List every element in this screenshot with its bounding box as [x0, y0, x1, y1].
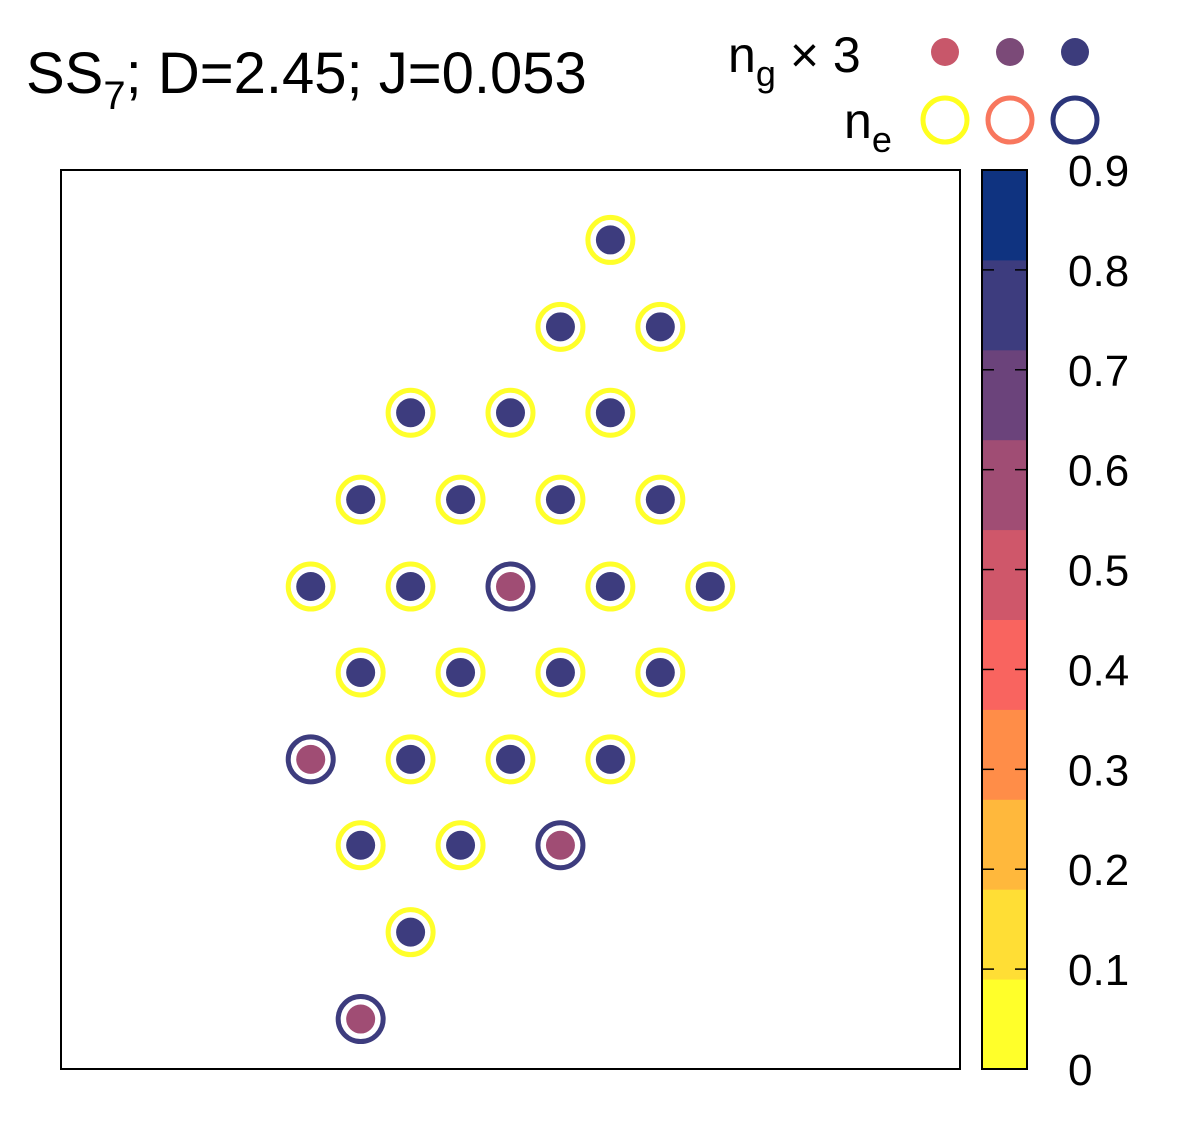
- colorbar-tick-label: 0.7: [1068, 347, 1129, 396]
- legend-ng-markers: [931, 38, 1089, 66]
- site-ng-dot: [545, 830, 575, 860]
- legend-ng-subscript: g: [756, 53, 776, 94]
- site-ng-dot: [695, 572, 725, 602]
- legend-ne-markers: [920, 95, 1100, 145]
- colorbar-tick-label: 0.4: [1068, 646, 1129, 695]
- legend-ne-subscript: e: [872, 119, 892, 160]
- legend: ng × 3 ne: [728, 27, 1100, 160]
- colorbar-tick-label: 0.3: [1068, 746, 1129, 795]
- site-ng-dot: [396, 917, 426, 947]
- colorbar-tick-label: 0.8: [1068, 247, 1129, 296]
- site-ng-dot: [296, 572, 326, 602]
- legend-ng-marker: [996, 38, 1024, 66]
- site-ng-dot: [545, 312, 575, 342]
- legend-ne-label: ne: [844, 93, 892, 160]
- title-prefix: SS: [26, 41, 103, 106]
- site-ng-dot: [645, 657, 675, 687]
- colorbar-segment: [982, 259, 1027, 351]
- legend-ng-marker: [1061, 38, 1089, 66]
- site-ng-dot: [545, 485, 575, 515]
- site-ng-dot: [545, 657, 575, 687]
- colorbar: 0 0.1 0.2 0.3 0.4 0.5 0.6 0.7 0.8 0.9: [981, 147, 1129, 1095]
- legend-ng-marker: [931, 38, 959, 66]
- site-ng-dot: [595, 398, 625, 428]
- legend-ne-ring: [920, 95, 970, 145]
- legend-ng-suffix: × 3: [790, 27, 861, 83]
- colorbar-tick-label: 0.1: [1068, 946, 1129, 995]
- site-ng-dot: [595, 572, 625, 602]
- title-rest: ; D=2.45; J=0.053: [126, 41, 587, 106]
- legend-ng-label: ng × 3: [728, 27, 861, 94]
- colorbar-tick-label: 0.2: [1068, 846, 1129, 895]
- legend-ng-symbol: n: [728, 27, 756, 83]
- colorbar-segment: [982, 709, 1027, 800]
- chart-title: SS7; D=2.45; J=0.053: [26, 41, 587, 118]
- site-ng-dot: [396, 572, 426, 602]
- site-ng-dot: [396, 744, 426, 774]
- site-ng-dot: [346, 657, 376, 687]
- colorbar-tick-label: 0.9: [1068, 147, 1129, 196]
- colorbar-tick-label: 0.5: [1068, 547, 1129, 596]
- site-ng-dot: [496, 572, 525, 602]
- colorbar-segment: [982, 799, 1027, 890]
- site-ng-dot: [496, 398, 525, 428]
- legend-ne-symbol: n: [844, 93, 872, 149]
- site-ng-dot: [346, 1004, 376, 1034]
- site-ng-dot: [296, 744, 326, 774]
- colorbar-segment: [982, 349, 1027, 441]
- site-ng-dot: [595, 744, 625, 774]
- colorbar-segment: [982, 170, 1027, 261]
- plot-frame: [60, 169, 961, 1070]
- site-ng-dot: [346, 485, 376, 515]
- site-ng-dot: [346, 830, 376, 860]
- sites-layer: [285, 214, 736, 1045]
- colorbar-tick-label: 0.6: [1068, 447, 1129, 496]
- site-ng-dot: [496, 744, 525, 774]
- legend-ne-ring: [1050, 95, 1100, 145]
- site-ng-dot: [645, 312, 675, 342]
- colorbar-segment: [982, 529, 1027, 620]
- colorbar-segment: [982, 619, 1027, 710]
- colorbar-segment: [982, 979, 1027, 1070]
- colorbar-segment: [982, 439, 1027, 531]
- site-ng-dot: [446, 657, 476, 687]
- site-ng-dot: [595, 225, 625, 255]
- colorbar-tick-label: 0: [1068, 1046, 1092, 1095]
- site-ng-dot: [645, 485, 675, 515]
- legend-ne-ring: [985, 95, 1035, 145]
- site-ng-dot: [446, 830, 476, 860]
- colorbar-segment: [982, 889, 1027, 980]
- colorbar-frame: [981, 169, 1028, 1070]
- site-ng-dot: [446, 485, 476, 515]
- title-subscript: 7: [103, 74, 125, 118]
- site-ng-dot: [396, 398, 426, 428]
